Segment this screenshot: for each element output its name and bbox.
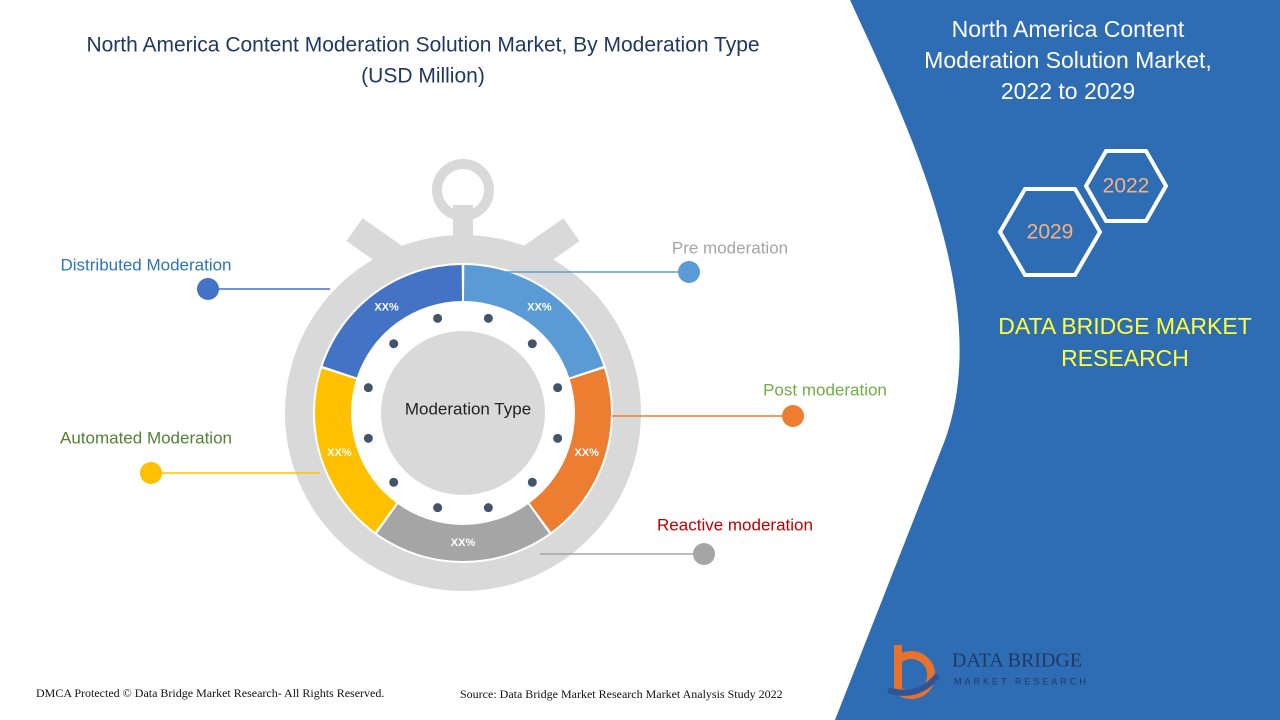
subtitle: (USD Million)	[361, 65, 485, 88]
hexagon	[1083, 149, 1169, 223]
dial-dot	[363, 433, 373, 443]
watch-stem	[453, 205, 473, 240]
source: Source: Data Bridge Market Research Mark…	[460, 687, 783, 701]
dial-dot	[433, 313, 443, 323]
copyright: DMCA Protected © Data Bridge Market Rese…	[36, 686, 384, 700]
year-label: 2022	[1103, 175, 1150, 198]
ring-segment	[322, 265, 463, 378]
segment-label: Post moderation	[763, 380, 887, 399]
dial-dot	[553, 433, 563, 443]
dial-dot	[527, 477, 537, 487]
dial-dot	[389, 339, 399, 349]
title: North America Content Moderation Solutio…	[86, 34, 759, 57]
segment-label: Reactive moderation	[657, 515, 813, 534]
segment-share: XX%	[327, 447, 352, 459]
leader-dot	[782, 405, 804, 427]
dial-dot	[483, 313, 493, 323]
segment-label: Automated Moderation	[60, 428, 232, 447]
center-label: Moderation Type	[405, 399, 531, 418]
year-label: 2029	[1027, 221, 1074, 244]
side-panel	[835, 0, 1280, 720]
leader-dot	[678, 261, 700, 283]
segment-share: XX%	[527, 302, 552, 314]
center-disc	[381, 331, 545, 495]
segment-share: XX%	[574, 447, 599, 459]
ring-segment	[314, 368, 397, 532]
logo-name: DATA BRIDGE	[952, 650, 1082, 672]
ring-segment	[529, 368, 611, 532]
panel-title: North America Content Moderation Solutio…	[924, 16, 1212, 104]
ring-segment	[377, 504, 549, 561]
segment-label: Distributed Moderation	[60, 255, 231, 274]
dial-dot	[553, 383, 563, 393]
dial-dot	[483, 503, 493, 513]
leader-dot	[140, 462, 162, 484]
logo-tagline: MARKET RESEARCH	[954, 676, 1089, 686]
segment-share: XX%	[451, 537, 476, 549]
segment-share: XX%	[374, 302, 399, 314]
logo-mark	[887, 673, 941, 696]
dial-dot	[389, 477, 399, 487]
dial-dot	[527, 339, 537, 349]
hexagon	[997, 187, 1103, 277]
leader-dot	[693, 543, 715, 565]
leader-dot	[197, 278, 219, 300]
segment-label: Pre moderation	[672, 238, 788, 257]
dial-dot	[363, 383, 373, 393]
ring-segment	[463, 265, 604, 378]
dial-dot	[433, 503, 443, 513]
brand: DATA BRIDGE MARKET RESEARCH	[998, 313, 1252, 371]
